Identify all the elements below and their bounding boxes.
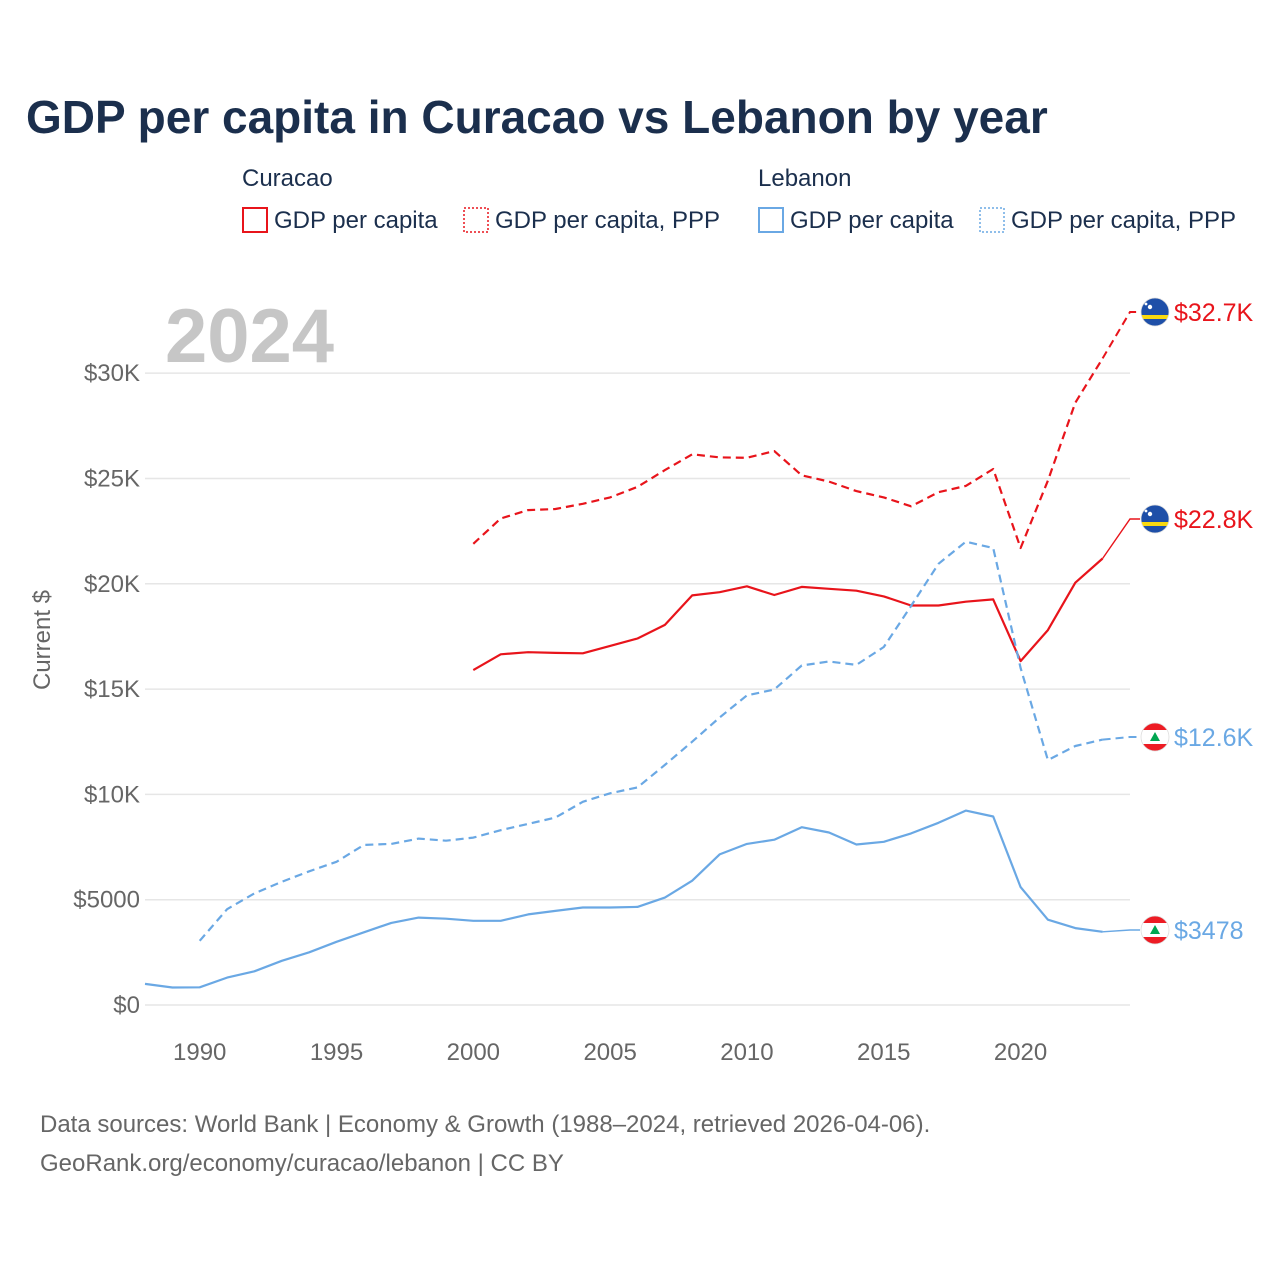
legend-swatch-lebanon-ppp <box>979 207 1005 233</box>
x-tick-label: 1990 <box>173 1039 226 1066</box>
legend-swatch-lebanon-gdp <box>758 207 784 233</box>
end-label-value: $12.6K <box>1174 724 1254 752</box>
legend: Curacao GDP per capita GDP per capita, PPP… <box>242 165 1236 234</box>
x-tick-label: 2020 <box>994 1039 1047 1066</box>
x-tick-label: 2000 <box>447 1039 500 1066</box>
end-label-value: $32.7K <box>1174 299 1254 327</box>
series-line-lebanon-gdp-per-capita-ppp <box>198 540 1103 942</box>
end-label-value: $22.8K <box>1174 506 1254 534</box>
lebanon-flag-icon <box>1140 722 1170 752</box>
x-tick-label: 2010 <box>720 1039 773 1066</box>
end-leader <box>1101 311 1140 359</box>
y-tick-label: $5000 <box>73 887 140 914</box>
lebanon-flag-icon <box>1140 915 1170 945</box>
legend-label-curacao-ppp: GDP per capita, PPP <box>495 207 720 234</box>
source-line-1: Data sources: World Bank | Economy & Gro… <box>40 1111 930 1138</box>
x-tick-label: 1995 <box>310 1039 363 1066</box>
series-lines <box>144 357 1104 989</box>
legend-label-lebanon-ppp: GDP per capita, PPP <box>1011 207 1236 234</box>
chart-title: GDP per capita in Curacao vs Lebanon by … <box>26 91 1048 143</box>
legend-label-curacao-gdp: GDP per capita <box>274 207 438 234</box>
source-line-2: GeoRank.org/economy/curacao/lebanon | CC… <box>40 1150 564 1177</box>
gridlines <box>145 372 1130 1006</box>
year-watermark: 2024 <box>165 294 334 379</box>
y-tick-label: $20K <box>84 571 140 598</box>
y-axis-ticks: $0 $5000 $10K $15K $20K $25K $30K <box>73 360 140 1019</box>
legend-swatch-curacao-ppp <box>463 207 489 233</box>
end-leader <box>1102 736 1140 741</box>
series-line-lebanon-gdp-per-capita <box>144 809 1103 989</box>
legend-group-curacao: Curacao <box>242 165 333 192</box>
series-line-curacao-gdp-per-capita <box>472 557 1104 672</box>
series-line-curacao-gdp-per-capita-ppp <box>472 357 1104 550</box>
legend-group-lebanon: Lebanon <box>758 165 851 192</box>
y-tick-label: $15K <box>84 676 140 703</box>
x-tick-label: 2015 <box>857 1039 910 1066</box>
legend-label-lebanon-gdp: GDP per capita <box>790 207 954 234</box>
end-labels: $32.7K $22.8K $12.6K $3478 <box>1101 297 1254 945</box>
end-leader <box>1102 929 1140 933</box>
y-tick-label: $30K <box>84 360 140 387</box>
y-axis-label: Current $ <box>29 590 56 690</box>
curacao-flag-icon <box>1140 504 1170 534</box>
x-axis-ticks: 1990 1995 2000 2005 2010 2015 2020 <box>173 1039 1047 1066</box>
end-leader <box>1102 518 1140 559</box>
curacao-flag-icon <box>1140 297 1170 327</box>
y-tick-label: $10K <box>84 781 140 808</box>
y-tick-label: $0 <box>113 992 140 1019</box>
end-label-value: $3478 <box>1174 917 1244 945</box>
y-tick-label: $25K <box>84 465 140 492</box>
legend-swatch-curacao-gdp <box>242 207 268 233</box>
x-tick-label: 2005 <box>583 1039 636 1066</box>
